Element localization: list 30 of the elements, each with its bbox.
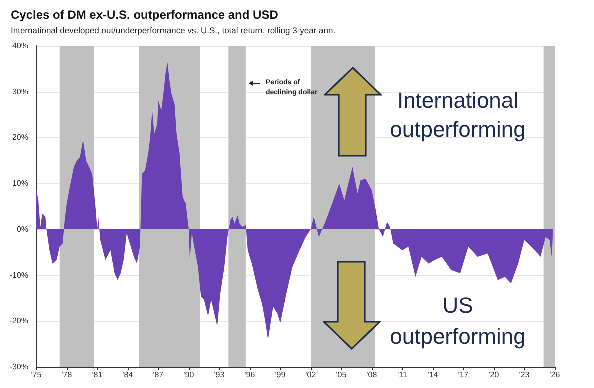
x-tick-label: '05 [336, 370, 348, 380]
x-tick-label: '11 [398, 370, 408, 380]
x-tick-label: '93 [214, 370, 226, 380]
x-tick-label: '20 [488, 370, 500, 380]
chart-title: Cycles of DM ex-U.S. outperformance and USD [11, 8, 279, 22]
x-tick-label: '17 [458, 370, 470, 380]
x-tick-label: '75 [31, 370, 42, 380]
x-tick-label: '78 [62, 370, 73, 380]
x-tick-label: '14 [428, 370, 439, 380]
y-tick-label: 0% [16, 224, 28, 234]
y-tick-label: 10% [12, 179, 28, 188]
x-tick-label: '90 [184, 370, 195, 380]
annotation: International outperforming [390, 88, 526, 142]
x-tick-label: '23 [519, 370, 530, 380]
x-tick-label: '81 [92, 370, 104, 380]
annotation: US outperforming [390, 293, 526, 349]
y-tick-label: -10% [10, 270, 28, 280]
x-tick-label: '84 [122, 370, 134, 380]
y-tick-label: 40% [12, 42, 28, 50]
x-tick-label: '02 [306, 370, 317, 380]
x-tick-label: '99 [275, 370, 286, 380]
y-tick-label: 30% [12, 87, 28, 96]
y-tick-label: -30% [10, 362, 28, 372]
y-tick-label: -20% [10, 316, 28, 326]
x-tick-label: '08 [366, 370, 378, 380]
chart-subtitle: International developed out/underperformance vs. U.S., total return, rolling 3-year ann. [11, 26, 336, 36]
x-tick-label: '26 [550, 370, 561, 380]
y-tick-label: 20% [12, 133, 28, 142]
x-tick-label: '87 [153, 370, 164, 380]
x-tick-label: '96 [244, 370, 256, 380]
